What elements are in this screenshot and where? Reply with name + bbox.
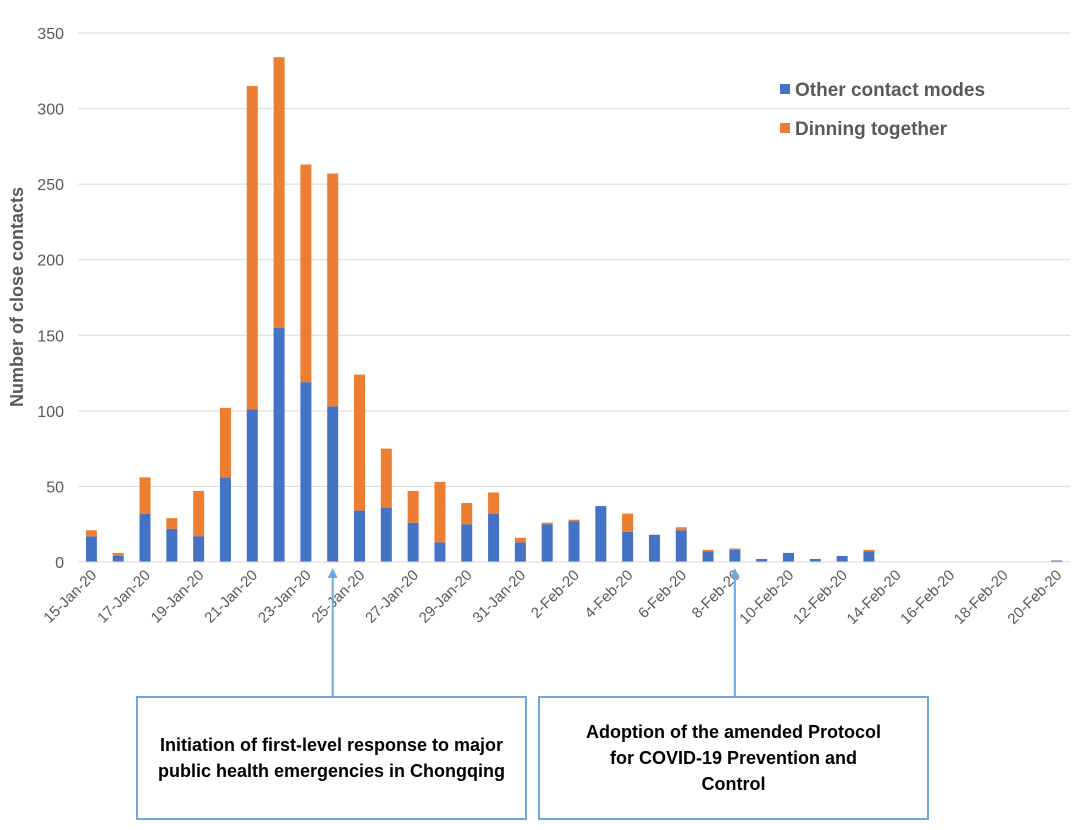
bar-dinning-together <box>407 490 419 523</box>
bar-other-contact-modes <box>836 555 848 562</box>
bar-other-contact-modes <box>756 558 768 562</box>
bar-dinning-together <box>112 552 124 556</box>
bar-dinning-together <box>354 374 366 511</box>
x-tick-label: 25-Jan-20 <box>309 567 369 627</box>
bar-dinning-together <box>541 522 553 525</box>
bar-dinning-together <box>273 57 285 328</box>
annotation-first-level-response: Initiation of first-level response to ma… <box>136 696 527 820</box>
bar-dinning-together <box>863 549 875 552</box>
x-tick-label: 21-Jan-20 <box>201 567 261 627</box>
bar-dinning-together <box>461 503 473 525</box>
legend-swatch-dinning-together <box>780 123 790 133</box>
bar-other-contact-modes <box>112 555 124 562</box>
y-tick-label: 0 <box>55 555 64 572</box>
bar-other-contact-modes <box>246 409 258 562</box>
bar-dinning-together <box>702 549 714 552</box>
y-tick-label: 150 <box>37 328 64 345</box>
x-tick-label: 6-Feb-20 <box>635 567 690 622</box>
y-tick-label: 300 <box>37 102 64 119</box>
bar-dinning-together <box>568 519 580 522</box>
bar-other-contact-modes <box>461 524 473 562</box>
bar-dinning-together <box>219 407 231 478</box>
bar-dinning-together <box>327 173 339 407</box>
bar-other-contact-modes <box>193 536 205 562</box>
bar-other-contact-modes <box>541 524 553 562</box>
bar-dinning-together <box>85 530 97 537</box>
bar-dinning-together <box>622 513 634 532</box>
legend-swatch-other-contact <box>780 84 790 94</box>
y-axis-label: Number of close contacts <box>7 187 27 407</box>
annotation-amended-protocol-text: Adoption of the amended Protocol for COV… <box>586 722 881 794</box>
bar-dinning-together <box>675 527 687 531</box>
bar-dinning-together <box>488 492 500 514</box>
bar-dinning-together <box>246 85 258 410</box>
bar-other-contact-modes <box>380 507 392 562</box>
bar-dinning-together <box>729 548 741 550</box>
bar-dinning-together <box>193 490 205 537</box>
x-tick-label: 27-Jan-20 <box>362 567 422 627</box>
x-tick-label: 12-Feb-20 <box>790 567 851 628</box>
y-axis-ticks: 0 50 100 150 200 250 300 350 <box>37 26 64 572</box>
annotation-first-level-response-text: Initiation of first-level response to ma… <box>157 735 506 781</box>
y-tick-label: 350 <box>37 26 64 43</box>
legend-label-other-contact: Other contact modes <box>795 80 985 101</box>
x-tick-label: 14-Feb-20 <box>844 567 905 628</box>
bar-other-contact-modes <box>139 513 151 562</box>
bar-other-contact-modes <box>488 513 500 562</box>
bar-other-contact-modes <box>300 382 312 562</box>
bar-dinning-together <box>514 537 526 543</box>
bar-other-contact-modes <box>702 551 714 562</box>
x-tick-label: 20-Feb-20 <box>1004 567 1065 628</box>
bar-other-contact-modes <box>568 521 580 562</box>
bar-other-contact-modes <box>434 542 446 562</box>
annotation-arrows <box>327 568 740 696</box>
bar-other-contact-modes <box>407 522 419 562</box>
x-tick-label: 29-Jan-20 <box>416 567 476 627</box>
bar-other-contact-modes <box>219 477 231 562</box>
annotation-amended-protocol: Adoption of the amended Protocol for COV… <box>538 696 929 820</box>
bar-other-contact-modes <box>327 406 339 562</box>
bar-other-contact-modes <box>595 506 607 562</box>
x-tick-label: 17-Jan-20 <box>94 567 154 627</box>
legend: Other contact modes Dinning together <box>780 80 985 140</box>
bar-other-contact-modes <box>514 542 526 562</box>
bar-other-contact-modes <box>1051 560 1063 562</box>
y-tick-label: 100 <box>37 404 64 421</box>
x-tick-label: 23-Jan-20 <box>255 567 315 627</box>
bar-other-contact-modes <box>729 549 741 562</box>
y-tick-label: 250 <box>37 177 64 194</box>
annotation-arrow-head <box>729 568 740 578</box>
bar-other-contact-modes <box>166 528 178 562</box>
y-tick-label: 50 <box>46 479 64 496</box>
x-tick-label: 18-Feb-20 <box>951 567 1012 628</box>
bar-other-contact-modes <box>863 551 875 562</box>
bar-other-contact-modes <box>648 534 660 562</box>
annotation-arrow-head <box>327 568 338 578</box>
bar-other-contact-modes <box>675 530 687 562</box>
x-axis-ticks: 15-Jan-2017-Jan-2019-Jan-2021-Jan-2023-J… <box>40 567 1065 628</box>
bar-series <box>85 57 1063 562</box>
x-tick-label: 16-Feb-20 <box>897 567 958 628</box>
bar-dinning-together <box>166 518 178 529</box>
x-tick-label: 15-Jan-20 <box>40 567 100 627</box>
bar-dinning-together <box>380 448 392 508</box>
x-tick-label: 31-Jan-20 <box>469 567 529 627</box>
bar-other-contact-modes <box>273 327 285 562</box>
bar-other-contact-modes <box>85 536 97 562</box>
bar-other-contact-modes <box>809 558 821 562</box>
bar-dinning-together <box>434 481 446 543</box>
bar-dinning-together <box>300 164 312 383</box>
x-tick-label: 19-Jan-20 <box>148 567 208 627</box>
x-tick-label: 10-Feb-20 <box>736 567 797 628</box>
bar-other-contact-modes <box>782 552 794 562</box>
x-tick-label: 2-Feb-20 <box>528 567 583 622</box>
bar-dinning-together <box>139 477 151 514</box>
bar-other-contact-modes <box>622 531 634 562</box>
legend-label-dinning-together: Dinning together <box>795 119 948 140</box>
gridlines <box>78 32 1070 487</box>
x-tick-label: 4-Feb-20 <box>581 567 636 622</box>
bar-other-contact-modes <box>354 510 366 562</box>
y-tick-label: 200 <box>37 253 64 270</box>
